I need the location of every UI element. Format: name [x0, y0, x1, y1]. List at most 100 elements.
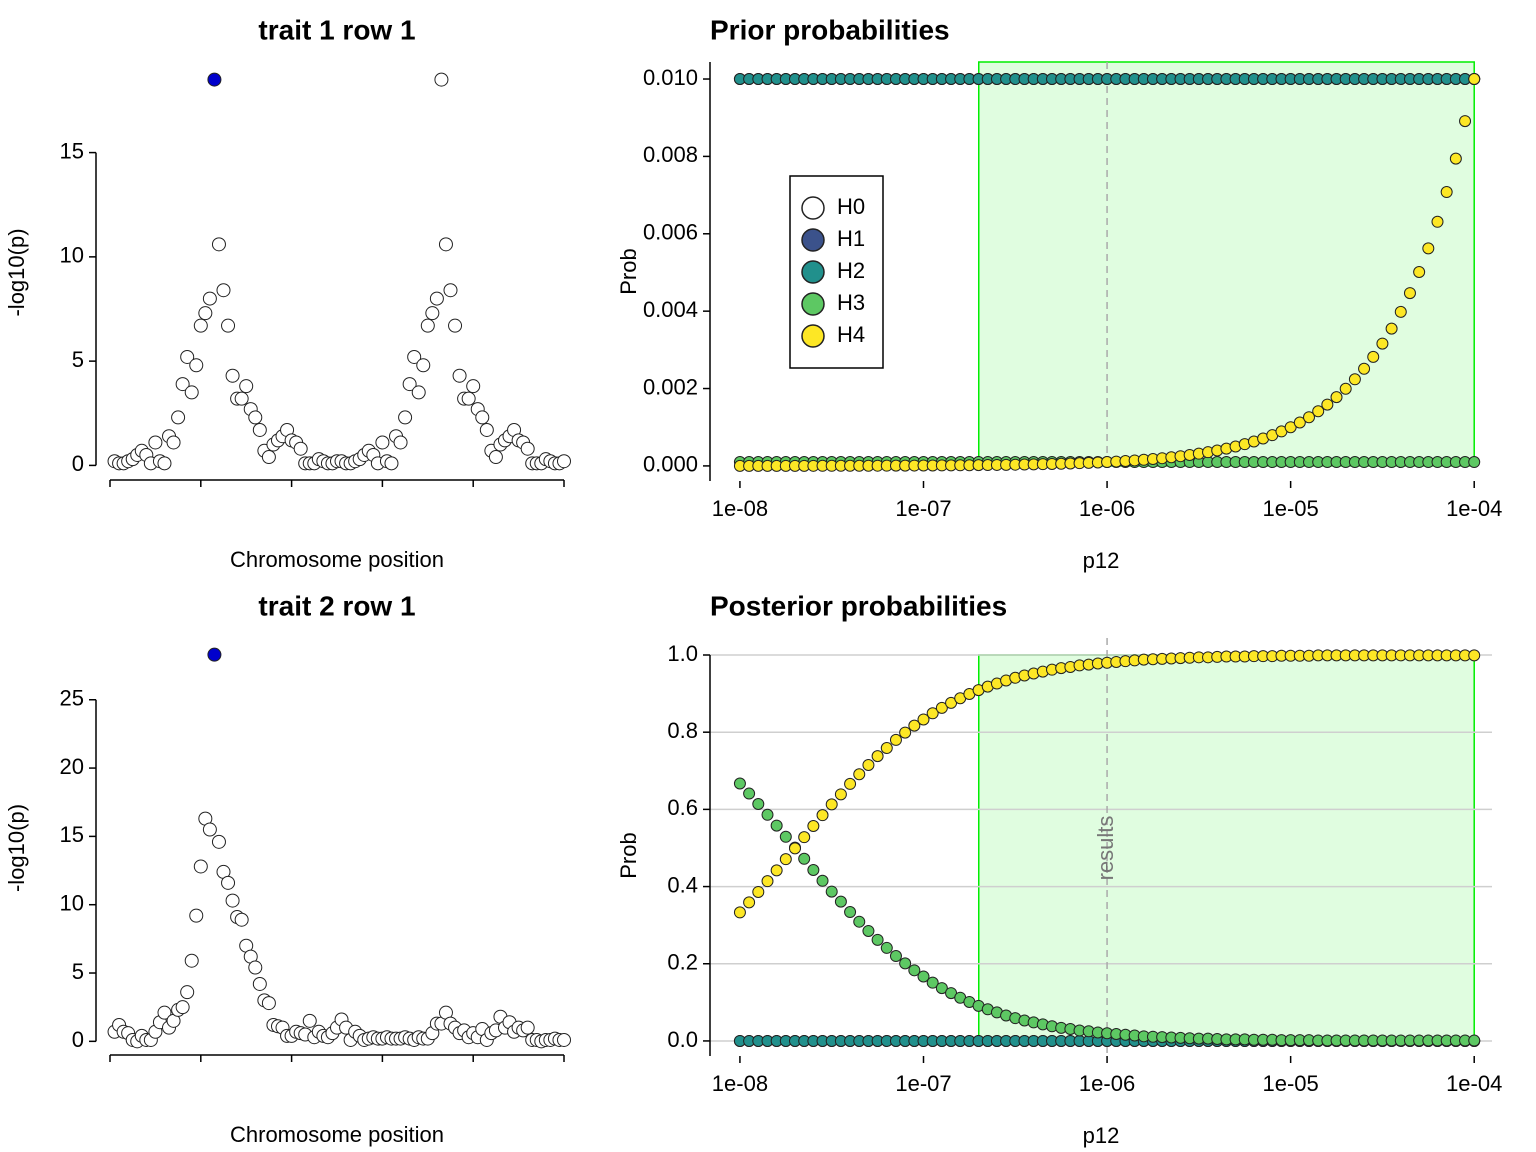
data-point — [452, 368, 467, 383]
data-point — [752, 885, 765, 898]
data-point — [438, 237, 453, 252]
y-tick-label: 5 — [72, 959, 84, 984]
data-point — [211, 834, 226, 849]
data-point — [207, 72, 222, 87]
y-tick-label: 0.004 — [643, 297, 698, 322]
y-tick-label: 0.4 — [667, 872, 698, 897]
data-point — [908, 719, 921, 732]
y-tick-label: 15 — [60, 822, 84, 847]
data-point — [302, 1013, 317, 1028]
data-point — [261, 450, 276, 465]
data-point — [1422, 242, 1435, 255]
x-tick-label: 1e-07 — [895, 496, 951, 521]
data-point — [844, 906, 857, 919]
y-tick-label: 0.006 — [643, 220, 698, 245]
data-point — [1468, 456, 1481, 469]
data-point — [761, 875, 774, 888]
data-point — [239, 379, 254, 394]
data-point — [743, 787, 756, 800]
data-point — [853, 915, 866, 928]
data-point — [416, 358, 431, 373]
y-tick-label: 1.0 — [667, 641, 698, 666]
data-point — [202, 822, 217, 837]
data-point — [248, 410, 263, 425]
data-point — [488, 450, 503, 465]
data-point — [816, 809, 829, 822]
x-tick-label: 1e-06 — [1079, 1071, 1135, 1096]
data-point — [248, 960, 263, 975]
data-point — [148, 435, 163, 450]
data-point — [393, 435, 408, 450]
data-point — [425, 306, 440, 321]
x-tick-label: 1e-08 — [712, 496, 768, 521]
data-point — [862, 758, 875, 771]
data-point — [180, 349, 195, 364]
data-point — [733, 906, 746, 919]
chart-title: trait 2 row 1 — [258, 590, 415, 621]
data-point — [1358, 362, 1371, 375]
data-point — [225, 368, 240, 383]
chart-title: Posterior probabilities — [710, 590, 1007, 621]
data-point — [207, 647, 222, 662]
data-point — [461, 391, 476, 406]
data-point — [261, 996, 276, 1011]
data-point — [1367, 350, 1380, 363]
data-point — [557, 1032, 571, 1047]
reference-label: results — [1093, 816, 1118, 881]
data-point — [926, 707, 939, 720]
data-point — [1413, 266, 1426, 279]
data-point — [834, 895, 847, 908]
data-point — [157, 1005, 172, 1020]
data-point — [434, 72, 449, 87]
y-axis-title: Prob — [616, 832, 641, 878]
data-point — [375, 435, 390, 450]
data-point — [1394, 305, 1407, 318]
data-point — [420, 318, 435, 333]
data-point — [788, 842, 801, 855]
data-point — [926, 976, 939, 989]
data-point — [1376, 337, 1389, 350]
data-point — [157, 456, 172, 471]
data-point — [1385, 322, 1398, 335]
data-point — [175, 1000, 190, 1015]
data-point — [166, 435, 181, 450]
highlight-band — [978, 654, 1475, 1042]
data-point — [743, 896, 756, 909]
legend-swatch — [801, 324, 825, 348]
x-tick-label: 1e-05 — [1262, 496, 1318, 521]
y-tick-label: 10 — [60, 891, 84, 916]
data-point — [466, 379, 481, 394]
legend-label: H4 — [837, 322, 865, 347]
data-point — [189, 908, 204, 923]
data-point — [180, 985, 195, 1000]
data-point — [443, 283, 458, 298]
x-axis-title: Chromosome position — [230, 1122, 444, 1147]
y-axis-title: -log10(p) — [4, 804, 29, 892]
data-point — [520, 441, 535, 456]
data-point — [1403, 287, 1416, 300]
data-point — [234, 912, 249, 927]
data-point — [184, 953, 199, 968]
data-point — [216, 283, 231, 298]
y-tick-label: 0.002 — [643, 374, 698, 399]
data-point — [411, 385, 426, 400]
data-point — [1468, 1034, 1481, 1047]
data-point — [475, 410, 490, 425]
data-point — [384, 456, 399, 471]
data-point — [221, 875, 236, 890]
data-point — [899, 957, 912, 970]
data-point — [402, 377, 417, 392]
legend-label: H1 — [837, 226, 865, 251]
y-tick-label: 0.8 — [667, 718, 698, 743]
data-point — [1440, 186, 1453, 199]
data-point — [202, 291, 217, 306]
data-point — [844, 777, 857, 790]
data-point — [871, 750, 884, 763]
data-point — [770, 819, 783, 832]
data-point — [862, 924, 875, 937]
legend-swatch — [801, 196, 825, 220]
data-point — [1293, 416, 1306, 429]
y-tick-label: 25 — [60, 686, 84, 711]
data-point — [189, 358, 204, 373]
y-tick-label: 0.000 — [643, 452, 698, 477]
